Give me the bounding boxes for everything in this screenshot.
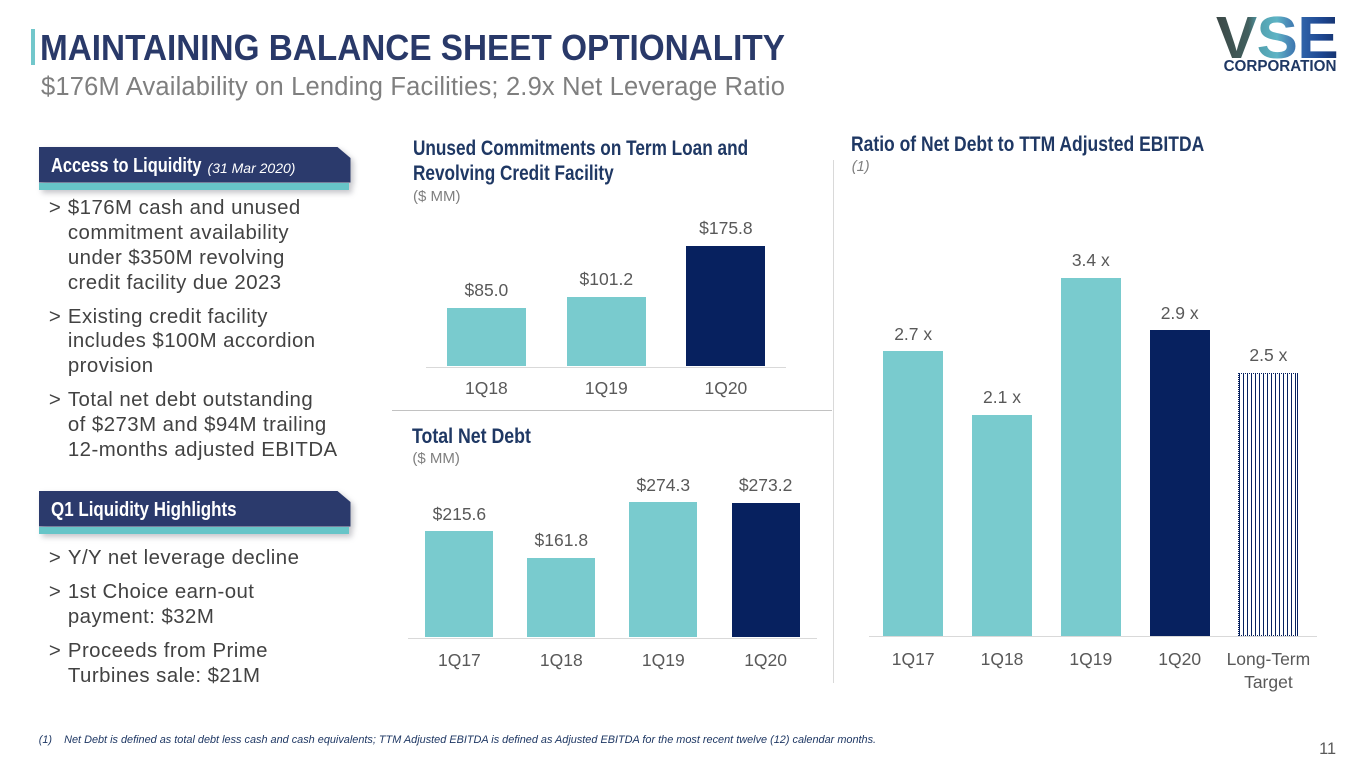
bar-value-label: 2.7 x [894,323,933,344]
category-label: 1Q19 [1069,648,1113,669]
chart3-footnote-ref: (1) [851,159,870,175]
bar-1q18 [446,308,526,367]
ribbon-date-suffix: (31 Mar 2020) [207,160,296,176]
category-label: 1Q17 [891,648,935,669]
bullet-marker: > [48,547,62,570]
vse-logo-subtext: CORPORATION [1223,57,1336,75]
bar-1q19 [629,502,698,638]
bar-1q17 [425,531,494,638]
footnote: (1) Net Debt is defined as total debt le… [38,734,877,746]
bullet-text: Proceeds from Prime Turbines sale: $21M [67,639,268,687]
bar-value-label: $274.3 [636,474,691,495]
bar-value-label: 2.1 x [983,387,1021,408]
category-label: 1Q20 [744,649,787,670]
bar-value-label: $175.8 [699,217,753,238]
access-to-liquidity-bullets: > $176M cash and unused commitment availa… [49,196,349,472]
ribbon-teal-underline [38,526,349,534]
bar-long-term-target [1238,372,1299,636]
horizontal-divider [392,410,832,411]
bullet-text: $176M cash and unused commitment availab… [67,197,301,294]
bullet-marker: > [48,197,62,220]
x-axis-line [408,637,817,639]
category-label: 1Q18 [980,648,1024,669]
bar-value-label: $215.6 [432,503,487,524]
bullet-item: > Total net debt outstanding of $273M and… [49,388,349,462]
bullet-item: > Y/Y net leverage decline [49,546,349,571]
bar-1q18 [527,557,596,638]
bar-1q20 [1149,330,1210,636]
q1-liquidity-highlights-bullets: > Y/Y net leverage decline >1st Choice ear… [49,546,349,698]
slide-subtitle: $176M Availability on Lending Facilities… [41,72,786,101]
bullet-text: Existing credit facility includes $100M … [67,305,316,378]
title-accent-bar [31,29,35,65]
category-label: 1Q20 [704,378,748,399]
bar-1q20 [686,245,766,367]
x-axis-line [426,366,787,368]
bullet-item: > Proceeds from Prime Turbines sale: $21M [49,639,349,689]
bar-1q18 [972,414,1032,636]
category-label: 1Q18 [464,378,508,399]
ribbon-band: Q1 Liquidity Highlights [39,491,351,527]
bar-value-label: $273.2 [738,475,793,496]
bullet-item: > Existing credit facility includes $100M… [49,305,349,379]
category-label: 1Q19 [641,649,685,670]
bullet-text: Total net debt outstanding of $273M and … [67,389,338,461]
category-label: 1Q17 [437,649,481,670]
bar-1q19 [566,296,646,367]
bullet-text: 1st Choice earn-out payment: $32M [67,581,255,628]
category-label: Long-Term Target [1226,648,1311,692]
slide-title: MAINTAINING BALANCE SHEET OPTIONALITY [39,26,785,68]
ribbon-title: Q1 Liquidity Highlights [50,499,237,521]
x-axis-line [869,635,1317,637]
bar-1q17 [883,351,944,636]
ribbon-band: Access to Liquidity (31 Mar 2020) [39,147,351,183]
chart3-title: Ratio of Net Debt to TTM Adjusted EBITDA [851,131,1205,156]
category-label: 1Q18 [539,649,583,670]
bar-value-label: 2.5 x [1249,344,1288,365]
bullet-marker: > [48,389,62,412]
page-number: 11 [1319,740,1336,758]
category-label: 1Q19 [584,378,628,399]
vse-logo-brand: VSE [1213,8,1342,68]
bullet-item: > $176M cash and unused commitment availa… [49,196,349,295]
bullet-text: Y/Y net leverage decline [67,547,300,570]
bar-value-label: $161.8 [534,530,589,551]
section-header-q1-liquidity-highlights: Q1 Liquidity Highlights [38,491,351,534]
bullet-marker: > [48,639,62,662]
bar-1q20 [731,502,800,638]
category-label: 1Q20 [1158,648,1202,669]
bullet-item: >1st Choice earn-out payment: $32M [49,580,349,630]
bullet-marker: > [48,581,62,604]
bar-value-label: $85.0 [464,280,509,301]
chart2-title: Total Net Debt [412,424,532,449]
ribbon-teal-underline [38,182,349,190]
ribbon-title: Access to Liquidity [50,155,202,177]
bar-value-label: 3.4 x [1071,250,1110,271]
chart1-units: ($ MM) [413,188,461,206]
section-header-access-to-liquidity: Access to Liquidity (31 Mar 2020) [38,147,351,190]
chart1-title: Unused Commitments on Term Loan and Revo… [413,136,749,185]
bar-1q19 [1060,277,1121,636]
bar-value-label: $101.2 [579,269,634,290]
bullet-marker: > [48,305,62,328]
vertical-divider [833,160,834,683]
bar-value-label: 2.9 x [1160,302,1199,323]
chart2-units: ($ MM) [412,450,460,468]
